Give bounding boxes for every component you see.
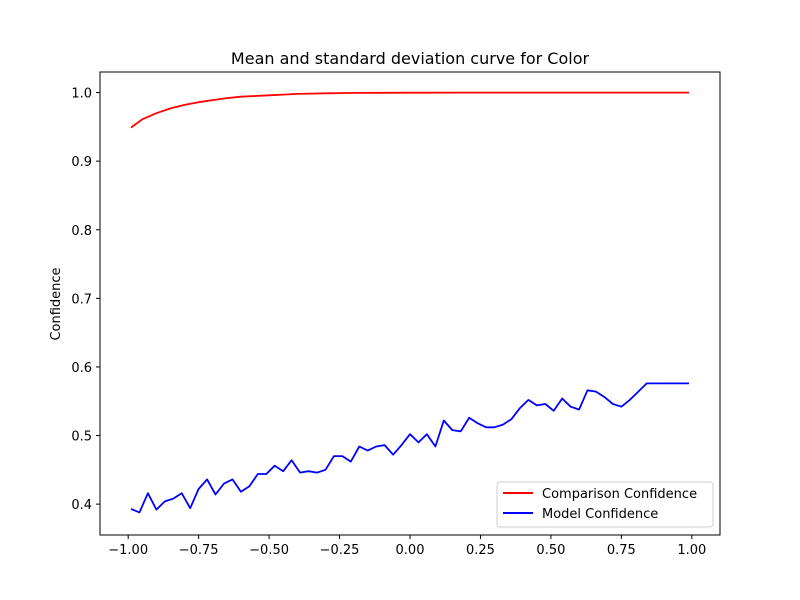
y-axis-label: Confidence [49,267,64,340]
y-tick-label: 0.7 [71,292,92,307]
x-tick-label: −0.75 [179,543,219,558]
y-tick-label: 0.5 [71,430,92,445]
y-tick-label: 0.8 [71,224,92,239]
x-tick-label: 0.50 [536,543,565,558]
y-tick-label: 1.0 [71,87,92,102]
x-tick-label: −1.00 [108,543,148,558]
series-line-model [130,382,689,514]
plot-series [130,91,689,514]
x-tick-label: −0.50 [249,543,289,558]
chart-title: Mean and standard deviation curve for Co… [231,49,590,68]
x-tick-label: 0.75 [607,543,636,558]
legend-label-model: Model Confidence [542,507,658,522]
x-tick-label: 0.25 [466,543,495,558]
y-tick-label: 0.4 [71,498,92,513]
plot-frame [99,71,721,536]
x-tick-label: −0.25 [320,543,360,558]
legend-label-comparison: Comparison Confidence [542,487,697,502]
x-tick-label: 0.00 [396,543,425,558]
x-axis: −1.00 −0.75 −0.50 −0.25 0.00 0.25 0.50 0.75 1.00 [108,535,706,558]
legend-box [496,481,714,528]
x-tick-label: 1.00 [677,543,706,558]
y-tick-label: 0.6 [71,361,92,376]
y-tick-label: 0.9 [71,155,92,170]
y-axis: 0.4 0.5 0.6 0.7 0.8 0.9 1.0 [71,87,100,513]
series-line-comparison [130,91,689,129]
legend: Comparison Confidence Model Confidence [496,481,714,528]
